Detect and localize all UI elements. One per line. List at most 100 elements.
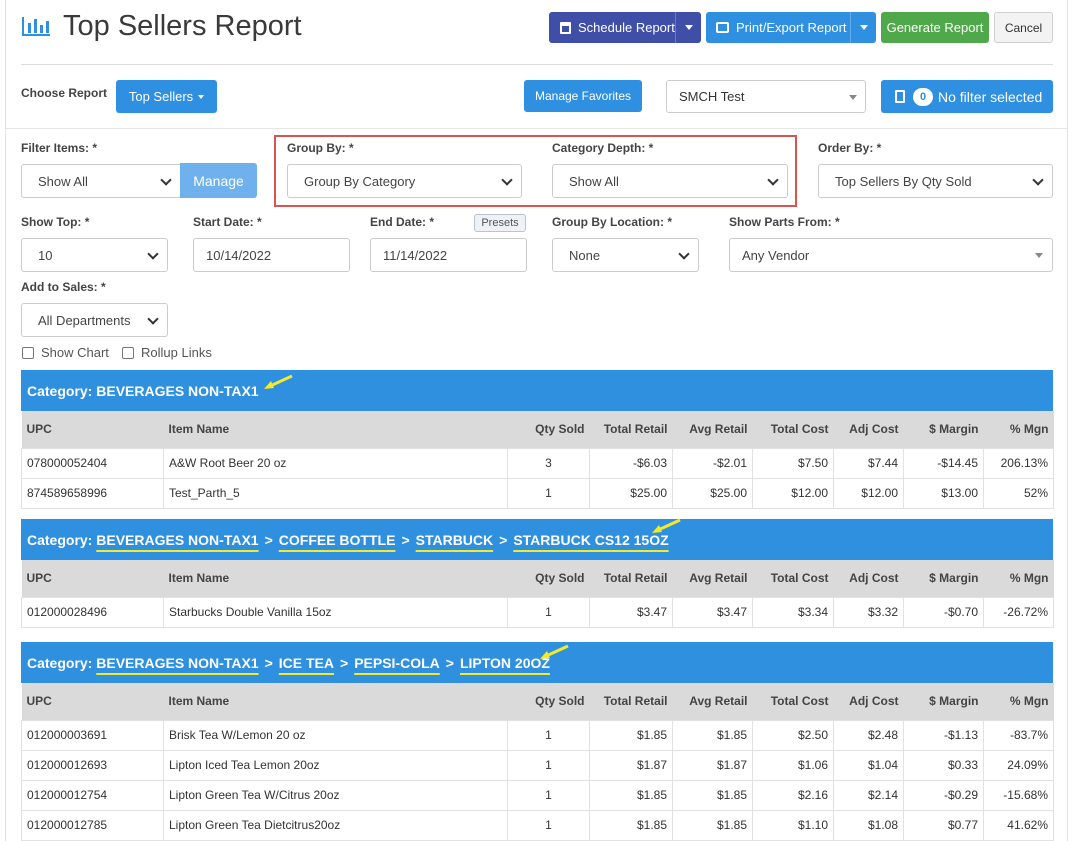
order-by-select[interactable]: Top Sellers By Qty Sold: [818, 164, 1053, 198]
column-header[interactable]: Adj Cost: [833, 683, 904, 720]
column-header[interactable]: Qty Sold: [507, 560, 590, 597]
item-name-cell: Test_Parth_5: [163, 477, 508, 509]
annotation-highlight-box: [274, 135, 797, 207]
column-header[interactable]: Total Retail: [589, 683, 673, 720]
page-frame: [5, 0, 1068, 841]
column-header[interactable]: Total Retail: [589, 411, 673, 448]
category-prefix: Category:: [27, 531, 93, 548]
schedule-dropdown-toggle[interactable]: [675, 12, 701, 43]
column-header[interactable]: Avg Retail: [672, 560, 753, 597]
adj-cost-cell: $12.00: [833, 477, 904, 509]
column-header[interactable]: Qty Sold: [507, 683, 590, 720]
show-top-select[interactable]: 10: [21, 238, 168, 272]
column-header[interactable]: % Mgn: [983, 560, 1054, 597]
start-date-input[interactable]: 10/14/2022: [193, 238, 350, 272]
column-header[interactable]: Item Name: [163, 411, 508, 448]
report-type-dropdown[interactable]: Top Sellers: [116, 80, 217, 113]
filter-items-value: Show All: [38, 173, 88, 189]
crumb-separator: >: [445, 654, 454, 671]
column-header[interactable]: Item Name: [163, 683, 508, 720]
column-header[interactable]: Total Cost: [752, 560, 834, 597]
column-header[interactable]: $ Margin: [903, 560, 984, 597]
print-dropdown-toggle[interactable]: [850, 12, 876, 43]
filter-items-select[interactable]: Show All: [21, 164, 181, 198]
total-retail-cell: -$6.03: [589, 447, 673, 479]
column-header[interactable]: Item Name: [163, 560, 508, 597]
category-crumb[interactable]: STARBUCK: [415, 531, 494, 548]
crumb-separator: >: [401, 531, 410, 548]
chevron-down-icon: [501, 174, 513, 186]
margin-pct-cell: -26.72%: [983, 596, 1054, 628]
rollup-links-checkbox[interactable]: [122, 347, 134, 359]
upc-cell: 012000012785: [21, 809, 164, 841]
add-to-sales-select[interactable]: All Departments: [21, 303, 168, 337]
category-crumb[interactable]: ICE TEA: [278, 654, 334, 671]
show-top-value: 10: [38, 247, 53, 263]
column-header[interactable]: UPC: [21, 411, 164, 448]
category-depth-select[interactable]: Show All: [552, 164, 788, 198]
category-crumb[interactable]: BEVERAGES NON-TAX1: [96, 531, 259, 548]
show-parts-from-label: Show Parts From: *: [729, 215, 840, 229]
margin-cell: -$0.29: [903, 779, 984, 811]
filter-button[interactable]: 0 No filter selected: [881, 80, 1053, 113]
category-crumb[interactable]: BEVERAGES NON-TAX1: [96, 654, 259, 671]
column-header[interactable]: UPC: [21, 560, 164, 597]
column-header[interactable]: Total Cost: [752, 683, 834, 720]
margin-cell: $0.77: [903, 809, 984, 841]
qty-sold-cell: 1: [507, 779, 590, 811]
total-retail-cell: $1.85: [589, 779, 673, 811]
column-header[interactable]: UPC: [21, 683, 164, 720]
chevron-down-icon: [160, 174, 172, 186]
start-date-label: Start Date: *: [193, 215, 262, 229]
manage-filter-items-button[interactable]: Manage: [180, 163, 257, 198]
column-header[interactable]: Qty Sold: [507, 411, 590, 448]
generate-report-button[interactable]: Generate Report: [881, 12, 989, 43]
show-chart-checkbox[interactable]: [22, 347, 34, 359]
avg-retail-cell: $25.00: [672, 477, 753, 509]
column-header[interactable]: $ Margin: [903, 683, 984, 720]
annotation-arrow-icon: [264, 374, 293, 389]
column-header[interactable]: % Mgn: [983, 683, 1054, 720]
show-parts-from-select[interactable]: Any Vendor: [729, 238, 1053, 272]
crumb-separator: >: [264, 531, 273, 548]
category-crumb[interactable]: COFFEE BOTTLE: [278, 531, 396, 548]
column-header[interactable]: Adj Cost: [833, 560, 904, 597]
column-header[interactable]: Total Retail: [589, 560, 673, 597]
group-by-location-select[interactable]: None: [552, 238, 699, 272]
results-table: UPC Item Name Qty Sold Total Retail Avg …: [21, 560, 1054, 628]
table-header-row: UPC Item Name Qty Sold Total Retail Avg …: [21, 683, 1054, 720]
column-header[interactable]: % Mgn: [983, 411, 1054, 448]
margin-pct-cell: 206.13%: [983, 447, 1054, 479]
order-by-value: Top Sellers By Qty Sold: [835, 173, 972, 189]
print-export-button[interactable]: Print/Export Report: [706, 12, 876, 43]
filter-status-label: No filter selected: [938, 88, 1043, 105]
category-crumb[interactable]: LIPTON 20OZ: [459, 654, 550, 671]
table-row: 012000003691 Brisk Tea W/Lemon 20 oz 1 $…: [21, 719, 1054, 751]
item-name-cell: Brisk Tea W/Lemon 20 oz: [163, 719, 508, 751]
end-date-input[interactable]: 11/14/2022: [370, 238, 527, 272]
category-crumb[interactable]: STARBUCK CS12 15OZ: [513, 531, 669, 548]
caret-down-icon: [684, 25, 693, 30]
table-header-row: UPC Item Name Qty Sold Total Retail Avg …: [21, 560, 1054, 597]
show-parts-from-value: Any Vendor: [742, 247, 810, 263]
column-header[interactable]: Avg Retail: [672, 683, 753, 720]
crumb-separator: >: [264, 654, 273, 671]
group-by-select[interactable]: Group By Category: [287, 164, 522, 198]
margin-cell: -$0.70: [903, 596, 984, 628]
manage-favorites-button[interactable]: Manage Favorites: [524, 80, 642, 112]
schedule-report-button[interactable]: Schedule Report: [549, 12, 701, 43]
date-presets-button[interactable]: Presets: [474, 214, 526, 232]
cancel-button[interactable]: Cancel: [994, 12, 1053, 43]
column-header[interactable]: $ Margin: [903, 411, 984, 448]
total-cost-cell: $12.00: [752, 477, 834, 509]
column-header[interactable]: Adj Cost: [833, 411, 904, 448]
total-retail-cell: $1.87: [589, 749, 673, 781]
filter-items-label: Filter Items: *: [21, 141, 98, 155]
margin-cell: -$14.45: [903, 447, 984, 479]
total-retail-cell: $3.47: [589, 596, 673, 628]
store-select[interactable]: SMCH Test: [666, 80, 866, 113]
column-header[interactable]: Total Cost: [752, 411, 834, 448]
total-cost-cell: $1.06: [752, 749, 834, 781]
column-header[interactable]: Avg Retail: [672, 411, 753, 448]
category-crumb[interactable]: PEPSI-COLA: [354, 654, 440, 671]
